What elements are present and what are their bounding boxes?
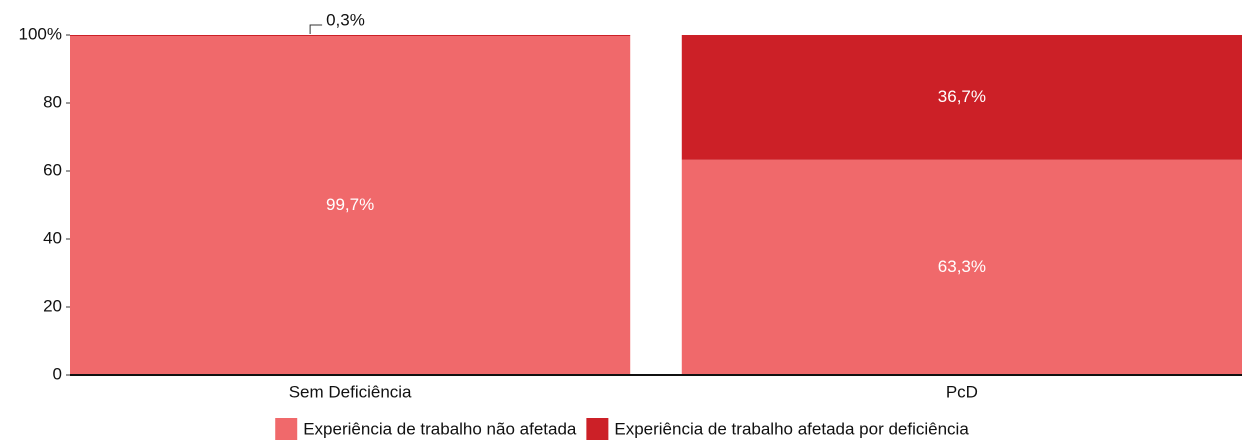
legend-swatch [586,418,609,440]
data-label: 0,3% [326,10,365,29]
y-tick-label: 60 [43,160,62,179]
legend-swatch [275,418,298,440]
data-label: 36,7% [938,87,986,106]
y-tick-label: 100% [19,24,62,43]
legend-label: Experiência de trabalho afetada por defi… [614,419,969,438]
bar-segment [70,36,631,376]
bar-segment [681,35,1242,160]
x-tick-label: Sem Deficiência [289,382,412,401]
data-label: 63,3% [938,257,986,276]
y-tick-label: 80 [43,92,62,111]
bar-segment [681,159,1242,375]
data-label: 99,7% [326,195,374,214]
bar-segment [70,35,631,37]
leader-line [309,24,323,34]
legend-label: Experiência de trabalho não afetada [303,419,577,438]
y-tick-label: 40 [43,228,62,247]
x-tick-label: PcD [946,382,978,401]
y-tick-label: 20 [43,296,62,315]
y-tick-label: 0 [53,364,62,383]
